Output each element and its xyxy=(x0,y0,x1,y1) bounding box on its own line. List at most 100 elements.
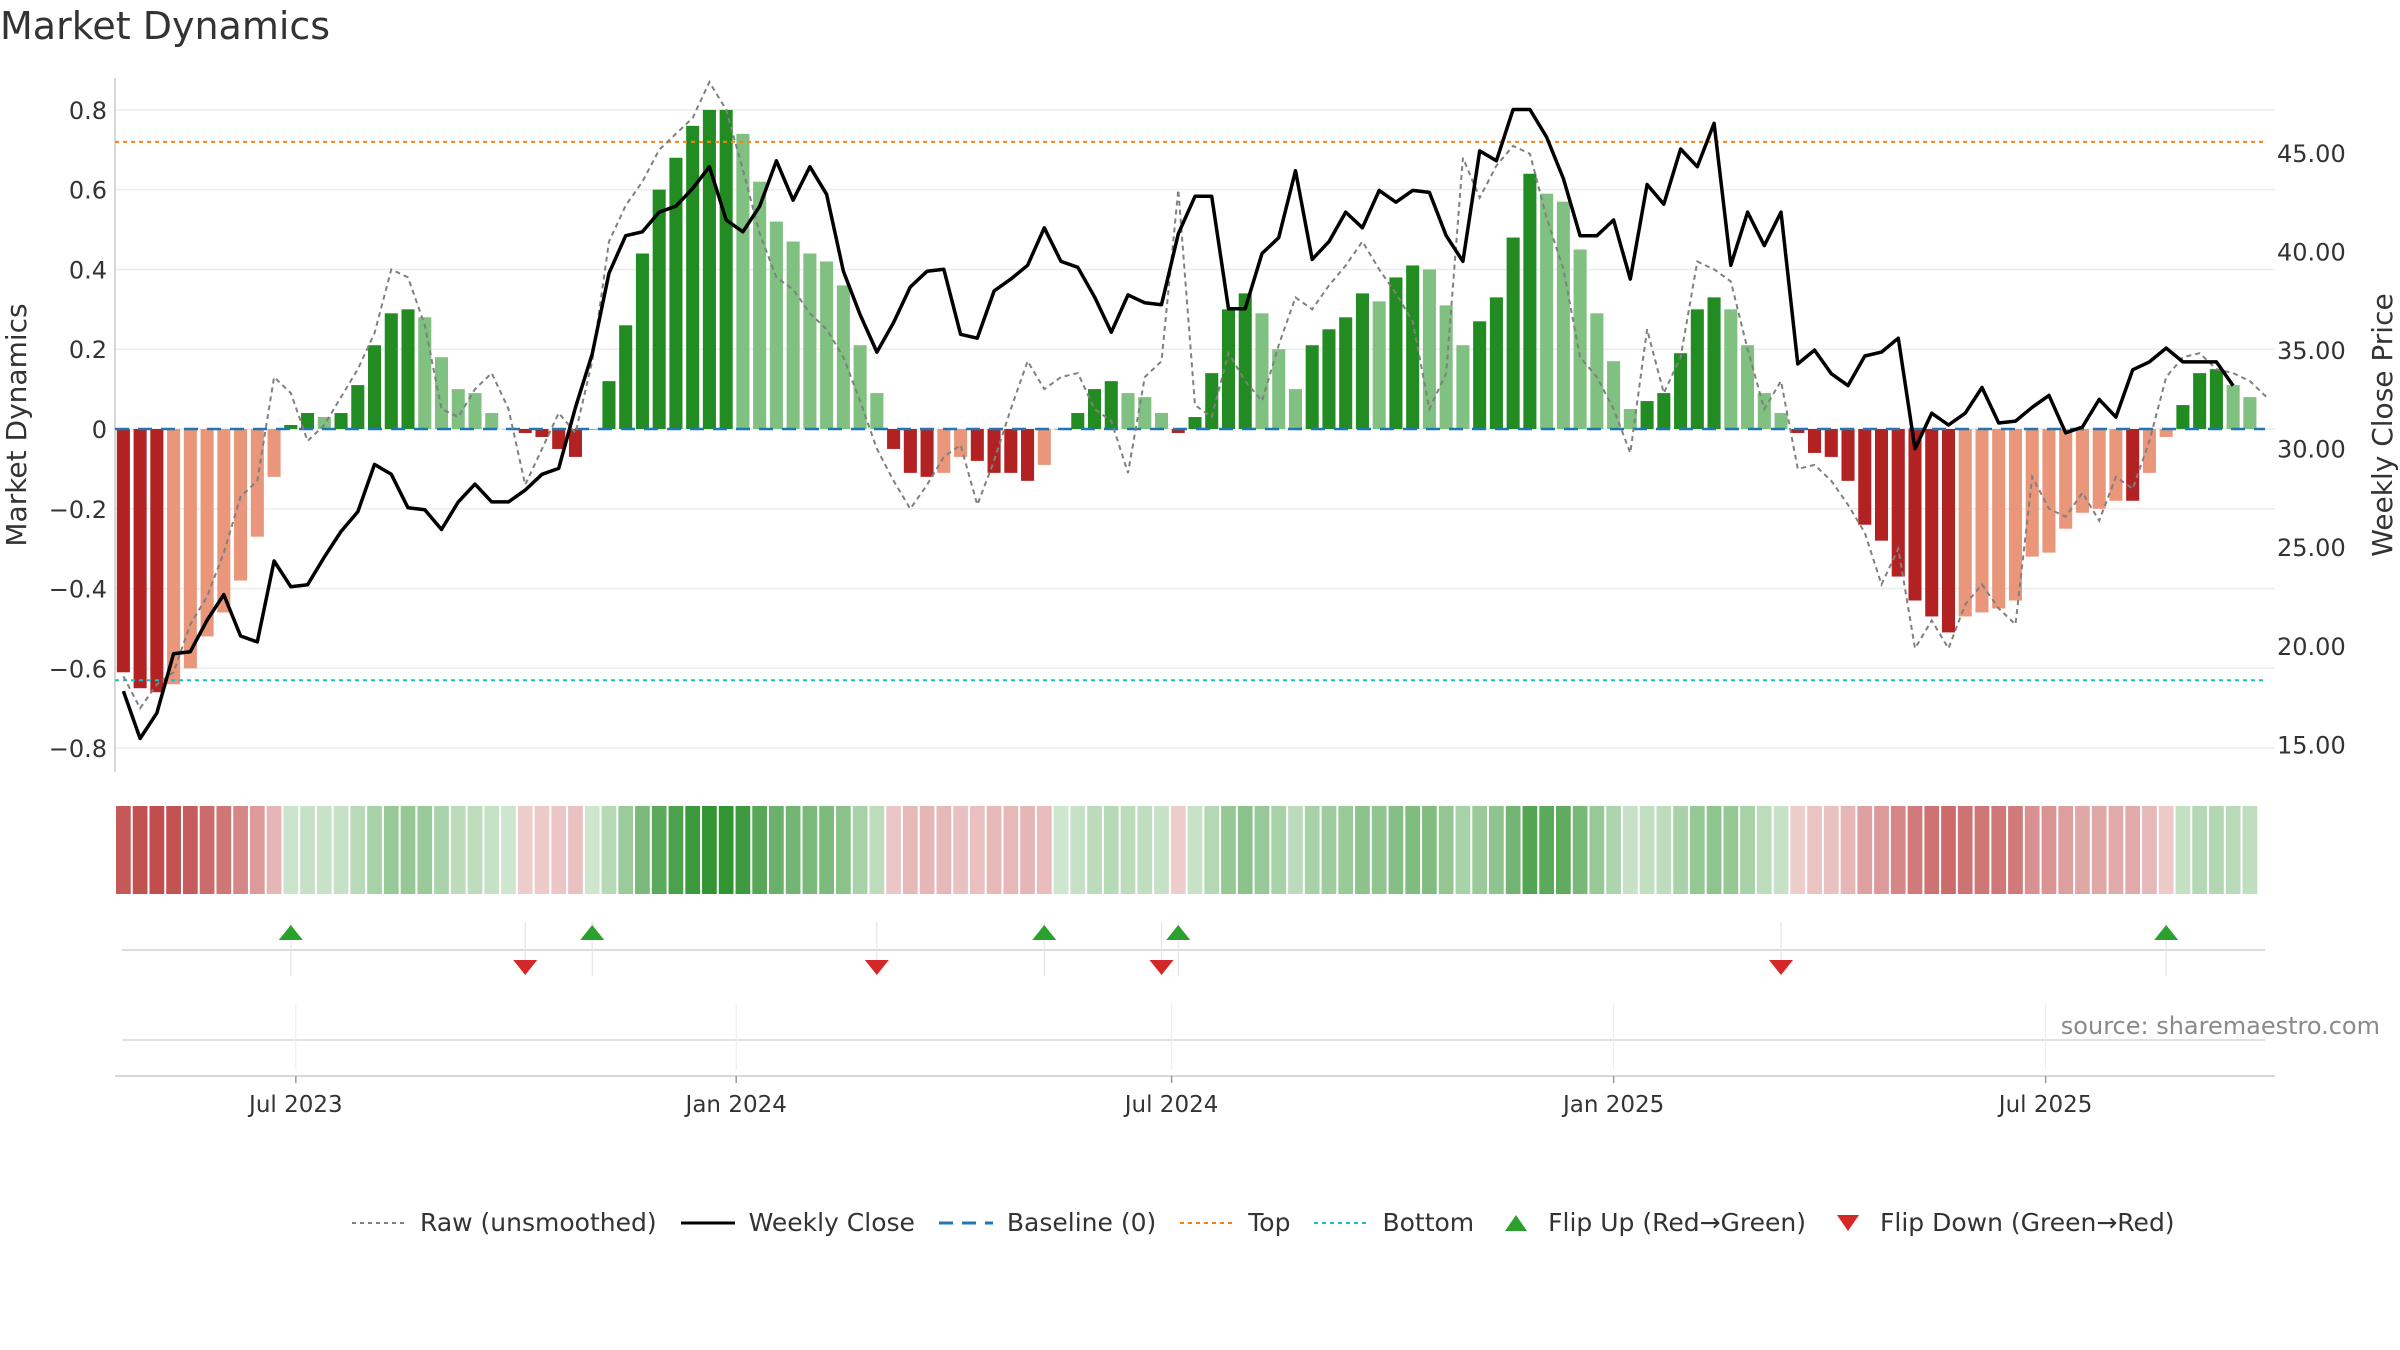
md-bar xyxy=(903,428,917,473)
md-bar xyxy=(2176,405,2190,429)
chart-title: Market Dynamics xyxy=(0,4,331,48)
md-bar xyxy=(200,428,214,637)
green-triangle-up-icon xyxy=(1505,1214,1528,1231)
md-bar xyxy=(434,357,449,429)
md-bar xyxy=(2059,428,2073,529)
weekly-strip-cell xyxy=(2175,806,2191,894)
md-bar xyxy=(2075,428,2089,513)
weekly-strip-cell xyxy=(1539,806,1554,894)
weekly-strip-cell xyxy=(1522,806,1538,894)
weekly-strip-cell xyxy=(1271,806,1287,894)
weekly-strip-cell xyxy=(936,806,952,894)
legend-label-flip-down: Flip Down (Green→Red) xyxy=(1880,1208,2175,1237)
blue-dashed-line-icon xyxy=(938,1221,993,1224)
legend-label-bottom: Bottom xyxy=(1382,1208,1475,1237)
md-bar xyxy=(250,428,264,537)
source-watermark: source: sharemaestro.com xyxy=(2060,1012,2380,1040)
md-bar xyxy=(820,261,834,429)
md-bar xyxy=(937,428,951,473)
y-tick-label: −0.4 xyxy=(49,576,107,604)
md-bar xyxy=(1925,428,1939,617)
md-bar xyxy=(602,381,616,429)
flip-up-marker xyxy=(1166,925,1191,940)
legend-item-flip-down: Flip Down (Green→Red) xyxy=(1828,1208,2175,1237)
weekly-strip-cell xyxy=(132,806,148,894)
weekly-strip-cell xyxy=(635,806,650,894)
md-bar xyxy=(887,428,901,449)
legend-label-top: Top xyxy=(1248,1208,1291,1237)
md-bar xyxy=(2092,428,2106,509)
weekly-strip-cell xyxy=(2225,806,2241,894)
chart-legend: Raw (unsmoothed) Weekly Close Baseline (… xyxy=(350,1208,2197,1237)
weekly-strip-cell xyxy=(450,806,466,894)
y2-tick-label: 45.00 xyxy=(2277,140,2346,168)
weekly-strip-cell xyxy=(1020,806,1035,894)
md-bar xyxy=(1975,428,1989,613)
md-bar xyxy=(1406,265,1420,429)
md-bar xyxy=(1774,413,1788,429)
weekly-strip-cell xyxy=(752,806,768,894)
legend-item-top: Top xyxy=(1178,1208,1290,1237)
weekly-strip-cell xyxy=(216,806,232,894)
md-bar xyxy=(920,428,934,477)
weekly-strip-cell xyxy=(2041,806,2057,894)
weekly-strip-cell xyxy=(568,806,583,894)
weekly-strip-cell xyxy=(2125,806,2141,894)
flip-up-marker xyxy=(1032,925,1057,940)
md-bar xyxy=(1188,417,1202,429)
flip-down-marker xyxy=(1769,960,1794,975)
weekly-strip-cell xyxy=(283,806,299,894)
weekly-strip-cell xyxy=(1489,806,1504,894)
weekly-strip-cell xyxy=(1740,806,1755,894)
flip-up-marker xyxy=(580,925,605,940)
md-bar xyxy=(1791,428,1805,433)
legend-item-flip-up: Flip Up (Red→Green) xyxy=(1496,1208,1806,1237)
weekly-strip-cell xyxy=(718,806,734,894)
gray-dotted-line-icon xyxy=(352,1221,406,1224)
md-bar xyxy=(2209,369,2223,429)
md-bar xyxy=(1941,428,1956,633)
md-bar xyxy=(267,428,281,477)
weekly-strip-cell xyxy=(802,806,818,894)
md-bar xyxy=(1255,313,1269,429)
md-bar xyxy=(485,413,499,429)
y2-tick-label: 40.00 xyxy=(2277,239,2346,267)
md-bar xyxy=(1238,293,1252,429)
red-triangle-down-icon xyxy=(1837,1214,1860,1231)
weekly-strip-cell xyxy=(986,806,1002,894)
md-bar xyxy=(1305,345,1319,429)
y2-tick-label: 15.00 xyxy=(2277,731,2346,759)
weekly-strip-cell xyxy=(383,806,399,894)
md-bar xyxy=(1355,293,1369,429)
md-bar xyxy=(183,428,197,669)
md-bar xyxy=(1874,428,1889,541)
weekly-strip-cell xyxy=(1790,806,1806,894)
md-bar xyxy=(1908,428,1922,601)
md-bar xyxy=(384,313,398,429)
md-bar xyxy=(2109,428,2123,501)
weekly-strip-cell xyxy=(953,806,968,894)
md-bar xyxy=(217,428,231,613)
weekly-strip-cell xyxy=(116,806,131,894)
weekly-strip-cell xyxy=(1204,806,1220,894)
md-bar xyxy=(368,345,382,429)
weekly-strip-cell xyxy=(2075,806,2090,894)
md-bar xyxy=(1221,309,1236,429)
weekly-strip-cell xyxy=(1254,806,1270,894)
weekly-strip-cell xyxy=(1991,806,2007,894)
weekly-strip-cell xyxy=(1807,806,1822,894)
md-bar xyxy=(1339,317,1353,429)
weekly-strip-cell xyxy=(1957,806,1973,894)
weekly-strip-cell xyxy=(2142,806,2157,894)
weekly-strip-cell xyxy=(1907,806,1923,894)
md-bar xyxy=(1138,397,1152,429)
md-bar xyxy=(1473,321,1487,429)
md-bar xyxy=(234,428,248,581)
weekly-strip-cell xyxy=(1321,806,1337,894)
md-bar xyxy=(1171,428,1185,433)
weekly-strip-cell xyxy=(2108,806,2124,894)
legend-item-raw: Raw (unsmoothed) xyxy=(350,1208,657,1237)
weekly-strip-cell xyxy=(1237,806,1253,894)
y2-tick-label: 35.00 xyxy=(2277,337,2346,365)
md-bar xyxy=(769,221,783,429)
